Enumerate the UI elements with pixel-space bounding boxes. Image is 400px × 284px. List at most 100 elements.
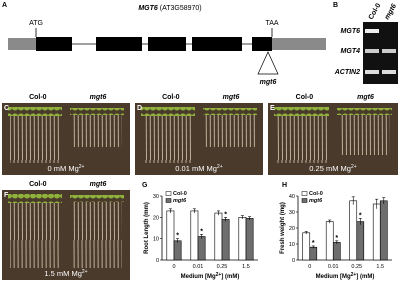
x-tick-label: 0.01 (193, 264, 204, 270)
wt-shoots (141, 107, 195, 116)
condition-text: 1.5 mM Mg (44, 269, 82, 278)
x-label-tail: ] (mM) (356, 274, 374, 280)
significance: * (335, 235, 338, 242)
condition: 0.25 mM Mg2+ (309, 164, 356, 173)
exon (252, 37, 272, 51)
stop-codon: TAA (265, 20, 278, 27)
x-axis-label: Medium [Mg2+] (mM) (181, 272, 240, 280)
x-tick-label: 1.5 (242, 264, 250, 270)
wt-shoots (274, 107, 329, 116)
legend-swatch (301, 191, 308, 196)
significance: * (312, 240, 315, 247)
panel-letter: A (2, 2, 7, 9)
condition-sup: 2+ (351, 164, 357, 170)
x-axis-label: Medium [Mg2+] (mM) (316, 272, 375, 280)
panel-letter: H (282, 182, 287, 189)
mut-label: mgt6 (90, 181, 107, 188)
bar (332, 242, 341, 261)
x-tick-label: 0 (308, 264, 311, 270)
mut-roots (339, 113, 390, 155)
gene-name: MGT6 (138, 5, 158, 12)
bar (173, 240, 182, 261)
band (382, 49, 396, 53)
lane-label: Col-0 (368, 2, 383, 21)
bar (302, 232, 311, 261)
x-tick-label: 1.5 (376, 264, 384, 270)
condition-sup: 2+ (82, 269, 88, 275)
wt-label: Col-0 (162, 94, 180, 101)
y-tick-label: 30 (153, 194, 159, 200)
exon (36, 37, 72, 51)
bar (372, 203, 381, 261)
wt-label: Col-0 (296, 94, 314, 101)
band (365, 29, 379, 33)
y-tick-label: 20 (289, 226, 295, 232)
bar (349, 200, 358, 261)
bar (166, 210, 175, 261)
bar (325, 221, 334, 261)
mut-shoots (70, 108, 124, 115)
panel-letter: E (270, 105, 275, 112)
wt-label: Col-0 (29, 181, 47, 188)
gene-title: MGT6 (AT3G58970) (138, 5, 201, 12)
x-label-text: Medium [Mg (181, 274, 216, 280)
band (365, 70, 379, 74)
x-label-text: Medium [Mg (316, 274, 351, 280)
y-tick-label: 10 (153, 237, 159, 243)
mut-shoots (203, 108, 257, 115)
legend-label: mgt6 (173, 198, 187, 204)
y-tick-label: 0 (156, 258, 159, 264)
mut-roots (72, 113, 122, 147)
y-tick-label: 40 (289, 194, 295, 200)
condition-sup: 2+ (217, 164, 223, 170)
wt-roots (10, 113, 60, 163)
significance: * (224, 211, 227, 218)
wt-shoots (8, 107, 62, 116)
condition: 1.5 mM Mg2+ (44, 269, 87, 278)
legend-swatch (165, 198, 172, 203)
x-tick-label: 0.25 (351, 264, 362, 270)
bar (309, 246, 318, 261)
panel-letter: G (142, 182, 148, 189)
panel-letter: F (4, 192, 9, 199)
gel-row: MGT4 (341, 48, 361, 55)
wt-roots (10, 200, 60, 268)
bar (221, 219, 230, 261)
condition-text: 0.25 mM Mg (309, 164, 351, 173)
x-tick-label: 0.25 (217, 264, 228, 270)
start-codon: ATG (29, 20, 43, 27)
band (382, 70, 396, 74)
y-tick-label: 30 (289, 210, 295, 216)
bar (245, 218, 254, 261)
exon (192, 37, 242, 51)
y-axis-label: Fresh weight (mg) (280, 202, 286, 254)
wt-roots (276, 113, 327, 163)
bar (214, 212, 223, 261)
x-label-tail: ] (mM) (221, 274, 239, 280)
condition-text: 0.01 mM Mg (175, 164, 217, 173)
bar (356, 221, 365, 261)
significance: * (359, 212, 362, 219)
gel-row: ACTIN2 (334, 69, 360, 76)
significance: * (200, 228, 203, 235)
wt-shoots (8, 194, 62, 203)
t-dna-insert (257, 51, 279, 75)
legend-label: Col-0 (173, 191, 187, 197)
bar (190, 210, 199, 261)
mut-label: mgt6 (357, 94, 374, 101)
y-axis-label: Root Length (mm) (144, 202, 150, 254)
condition-text: 0 mM Mg (48, 164, 79, 173)
condition: 0 mM Mg2+ (48, 164, 85, 173)
legend-swatch (301, 198, 308, 203)
condition-sup: 2+ (79, 164, 85, 170)
y-tick-label: 0 (292, 258, 295, 264)
mut-roots (72, 200, 122, 268)
utr (8, 38, 36, 50)
y-tick-label: 20 (153, 215, 159, 221)
mut-label: mgt6 (90, 94, 107, 101)
bar (197, 236, 206, 261)
legend-label: mgt6 (309, 198, 323, 204)
